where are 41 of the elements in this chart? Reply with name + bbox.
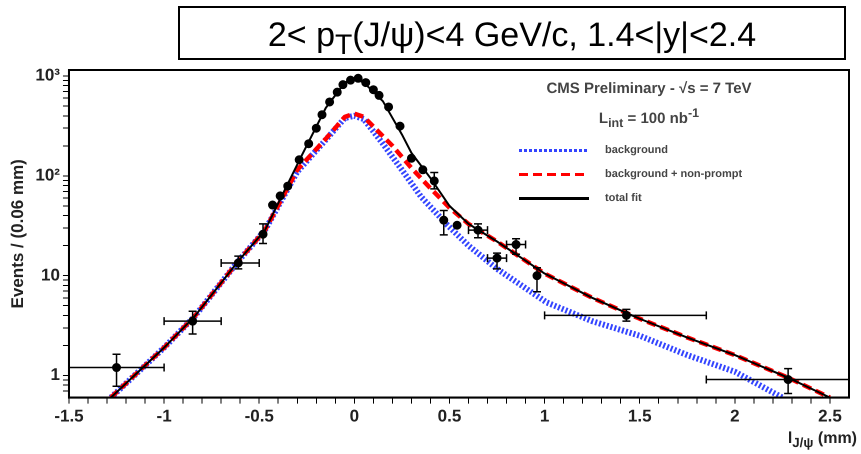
legend-label: background bbox=[605, 144, 668, 156]
point bbox=[283, 182, 292, 191]
point bbox=[294, 155, 304, 164]
legend-label: total fit bbox=[605, 192, 642, 204]
annotation: CMS Preliminary - √s = 7 TeV bbox=[545, 80, 753, 97]
y-tick-label: 10² bbox=[35, 166, 60, 185]
point bbox=[268, 200, 278, 210]
y-tick-label: 1 bbox=[50, 365, 60, 384]
point bbox=[406, 154, 416, 163]
y-tick-label: 10³ bbox=[35, 66, 60, 85]
point bbox=[325, 97, 334, 106]
point bbox=[374, 90, 384, 100]
point bbox=[346, 76, 356, 85]
point bbox=[318, 110, 327, 120]
point bbox=[396, 122, 405, 131]
point bbox=[312, 124, 321, 133]
x-tick-label: 2.5 bbox=[818, 406, 842, 426]
point bbox=[368, 85, 378, 94]
x-tick-label: -1 bbox=[156, 406, 172, 426]
point bbox=[354, 74, 363, 83]
point bbox=[304, 139, 314, 148]
point bbox=[384, 102, 394, 112]
point bbox=[452, 220, 462, 230]
x-tick-label: 2 bbox=[730, 406, 740, 426]
x-tick-label: 1.5 bbox=[628, 406, 652, 426]
point bbox=[276, 191, 285, 200]
y-axis-title: Events / (0.06 mm) bbox=[8, 159, 27, 308]
point bbox=[418, 165, 428, 174]
point bbox=[361, 78, 370, 88]
y-tick-label: 10 bbox=[41, 265, 60, 284]
x-tick-label: 0.5 bbox=[438, 406, 462, 426]
x-axis-title: l$_{J/ψ}$ (mm) bbox=[788, 430, 857, 452]
x-tick-label: 1 bbox=[540, 406, 550, 426]
x-tick-label: 0 bbox=[350, 406, 360, 426]
legend-label: background + non-prompt bbox=[605, 168, 742, 180]
point bbox=[332, 88, 342, 97]
chart-title: 2< p$_{T}$(J/ψ)<4 GeV/c, 1.4<|y|<2.4 bbox=[178, 6, 846, 61]
annotation: L$_{int}$ = 100 nb$^{-1}$ bbox=[598, 106, 700, 130]
x-tick-label: -1.5 bbox=[54, 406, 84, 426]
point bbox=[338, 80, 348, 90]
x-tick-label: -0.5 bbox=[244, 406, 274, 426]
